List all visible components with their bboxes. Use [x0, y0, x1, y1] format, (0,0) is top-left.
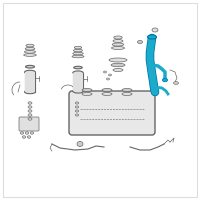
- Ellipse shape: [75, 102, 79, 104]
- Ellipse shape: [102, 88, 112, 92]
- Ellipse shape: [162, 78, 168, 82]
- Ellipse shape: [109, 58, 127, 62]
- Ellipse shape: [74, 49, 82, 52]
- Bar: [25, 72, 35, 92]
- FancyBboxPatch shape: [19, 117, 39, 131]
- Ellipse shape: [152, 28, 158, 32]
- FancyBboxPatch shape: [69, 91, 155, 135]
- Ellipse shape: [24, 54, 36, 56]
- Ellipse shape: [22, 136, 26, 138]
- Ellipse shape: [20, 132, 24, 134]
- Ellipse shape: [75, 106, 79, 108]
- Ellipse shape: [74, 46, 82, 49]
- Ellipse shape: [25, 70, 35, 74]
- Ellipse shape: [122, 88, 132, 92]
- Ellipse shape: [73, 90, 83, 93]
- Ellipse shape: [122, 92, 132, 96]
- Ellipse shape: [112, 46, 124, 49]
- Ellipse shape: [25, 47, 35, 50]
- Ellipse shape: [73, 71, 83, 74]
- Ellipse shape: [106, 78, 110, 80]
- Ellipse shape: [114, 36, 122, 39]
- Ellipse shape: [104, 71, 106, 73]
- Ellipse shape: [25, 90, 35, 94]
- Ellipse shape: [102, 92, 112, 96]
- Ellipse shape: [28, 118, 32, 120]
- Ellipse shape: [112, 43, 124, 46]
- Ellipse shape: [82, 92, 92, 96]
- Ellipse shape: [174, 82, 179, 84]
- Bar: [73, 73, 83, 91]
- Ellipse shape: [74, 66, 82, 69]
- Ellipse shape: [113, 68, 123, 72]
- Ellipse shape: [26, 44, 34, 47]
- Ellipse shape: [108, 74, 112, 76]
- Ellipse shape: [27, 136, 31, 138]
- Ellipse shape: [26, 65, 35, 68]
- Ellipse shape: [28, 110, 32, 112]
- Ellipse shape: [28, 114, 32, 116]
- Ellipse shape: [82, 88, 92, 92]
- Ellipse shape: [77, 142, 83, 146]
- Ellipse shape: [28, 102, 32, 104]
- Ellipse shape: [24, 50, 36, 53]
- Ellipse shape: [75, 110, 79, 112]
- Ellipse shape: [148, 35, 156, 39]
- Ellipse shape: [113, 40, 123, 43]
- Ellipse shape: [111, 63, 125, 67]
- Ellipse shape: [30, 132, 34, 134]
- Ellipse shape: [25, 132, 29, 134]
- Ellipse shape: [72, 55, 84, 58]
- Ellipse shape: [138, 40, 142, 44]
- Ellipse shape: [75, 114, 79, 116]
- Ellipse shape: [28, 106, 32, 108]
- Ellipse shape: [73, 52, 83, 55]
